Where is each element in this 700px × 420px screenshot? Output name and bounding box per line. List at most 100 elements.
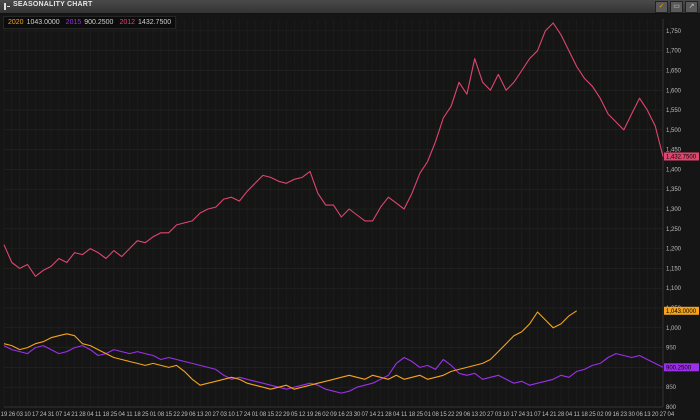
- y-tick-label: 1,200: [666, 247, 682, 253]
- x-tick-label: 01: [424, 412, 431, 418]
- legend-year-2015: 2015: [65, 19, 82, 26]
- x-tick-label: 25: [416, 412, 423, 418]
- series-line-2012[interactable]: [3, 22, 664, 277]
- x-tick-label: 16: [338, 412, 345, 418]
- x-tick-label: 29: [283, 412, 290, 418]
- seasonality-chart[interactable]: 8008509009501,0001,0501,1001,1501,2001,2…: [0, 13, 700, 420]
- x-tick-label: 22: [173, 412, 180, 418]
- x-tick-label: 19: [307, 412, 314, 418]
- legend-item-2012[interactable]: 2012 1432.7500: [119, 17, 171, 28]
- x-tick-label: 04: [566, 412, 573, 418]
- x-tick-label: 12: [299, 412, 306, 418]
- x-tick-label: 07: [362, 412, 369, 418]
- x-tick-label: 24: [40, 412, 47, 418]
- x-tick-label: 04: [87, 412, 94, 418]
- legend-value-2020: 1043.0000: [26, 19, 60, 26]
- series-line-2015[interactable]: [3, 345, 664, 394]
- x-tick-label: 21: [377, 412, 384, 418]
- x-tick-label: 04: [668, 412, 675, 418]
- x-tick-label: 21: [550, 412, 557, 418]
- x-tick-label: 15: [440, 412, 447, 418]
- x-tick-label: 14: [63, 412, 70, 418]
- panel-grip-icon[interactable]: [4, 3, 6, 10]
- x-tick-label: 23: [346, 412, 353, 418]
- legend-value-2015: 900.2500: [84, 19, 114, 26]
- x-tick-label: 06: [189, 412, 196, 418]
- x-tick-label: 28: [558, 412, 565, 418]
- x-tick-label: 04: [393, 412, 400, 418]
- legend-item-2015[interactable]: 2015 900.2500: [66, 17, 114, 28]
- x-tick-label: 25: [589, 412, 596, 418]
- y-tick-label: 1,350: [666, 187, 682, 193]
- x-tick-label: 28: [385, 412, 392, 418]
- x-tick-label: 11: [95, 412, 102, 418]
- panel-grip-icon-bar: [7, 6, 10, 7]
- x-tick-label: 18: [103, 412, 110, 418]
- x-tick-label: 24: [244, 412, 251, 418]
- x-tick-label: 20: [205, 412, 212, 418]
- legend-year-2020: 2020: [8, 19, 24, 26]
- y-tick-label: 1,300: [666, 207, 682, 213]
- y-tick-label: 1,250: [666, 227, 682, 233]
- window-restore-icon[interactable]: ▭: [670, 1, 683, 13]
- y-tick-label: 1,750: [666, 29, 682, 35]
- last-value-badge-2020: [664, 306, 699, 315]
- y-tick-label: 1,550: [666, 108, 682, 114]
- x-tick-label: 15: [267, 412, 274, 418]
- x-tick-label: 13: [197, 412, 204, 418]
- y-tick-label: 1,600: [666, 88, 682, 94]
- x-tick-label: 16: [613, 412, 620, 418]
- x-tick-label: 02: [322, 412, 329, 418]
- chart-settings-icon[interactable]: ✓: [655, 1, 668, 13]
- x-tick-label: 01: [252, 412, 259, 418]
- x-tick-label: 09: [605, 412, 612, 418]
- x-tick-label: 09: [330, 412, 337, 418]
- x-tick-label: 07: [56, 412, 63, 418]
- x-tick-label: 26: [9, 412, 16, 418]
- x-tick-label: 28: [79, 412, 86, 418]
- x-tick-label: 29: [181, 412, 188, 418]
- x-tick-label: 08: [432, 412, 439, 418]
- last-value-label-2020: 1,043.0000: [666, 309, 697, 315]
- y-tick-label: 1,500: [666, 128, 682, 134]
- x-tick-label: 26: [314, 412, 321, 418]
- x-tick-label: 10: [228, 412, 235, 418]
- y-tick-label: 1,650: [666, 68, 682, 74]
- x-tick-label: 25: [110, 412, 117, 418]
- x-tick-label: 06: [464, 412, 471, 418]
- x-tick-label: 31: [48, 412, 55, 418]
- x-tick-label: 11: [126, 412, 133, 418]
- x-tick-label: 27: [212, 412, 219, 418]
- last-value-badge-2012: [664, 152, 699, 161]
- window-title: SEASONALITY CHART: [13, 1, 93, 8]
- x-tick-label: 27: [660, 412, 667, 418]
- x-tick-label: 21: [71, 412, 78, 418]
- x-tick-label: 20: [479, 412, 486, 418]
- x-tick-label: 22: [448, 412, 455, 418]
- y-tick-label: 850: [666, 385, 677, 391]
- x-tick-label: 10: [503, 412, 510, 418]
- x-tick-label: 18: [134, 412, 141, 418]
- x-tick-label: 17: [236, 412, 243, 418]
- x-tick-label: 13: [471, 412, 478, 418]
- last-value-label-2012: 1,432.7500: [666, 154, 697, 160]
- popout-icon[interactable]: ↗: [685, 1, 698, 13]
- x-tick-label: 15: [165, 412, 172, 418]
- x-tick-label: 03: [16, 412, 23, 418]
- y-tick-label: 950: [666, 346, 677, 352]
- x-tick-label: 13: [644, 412, 651, 418]
- x-tick-label: 30: [354, 412, 361, 418]
- window-titlebar: SEASONALITY CHART ✓ ▭ ↗: [0, 0, 700, 14]
- x-tick-label: 23: [620, 412, 627, 418]
- x-tick-label: 19: [1, 412, 8, 418]
- y-tick-label: 1,400: [666, 167, 682, 173]
- x-tick-label: 08: [260, 412, 267, 418]
- y-tick-label: 1,450: [666, 148, 682, 154]
- x-tick-label: 24: [518, 412, 525, 418]
- x-tick-label: 03: [495, 412, 502, 418]
- x-tick-label: 01: [150, 412, 157, 418]
- series-line-2020[interactable]: [3, 310, 578, 390]
- x-tick-label: 04: [118, 412, 125, 418]
- legend-item-2020[interactable]: 2020 1043.0000: [8, 17, 60, 28]
- x-tick-label: 18: [409, 412, 416, 418]
